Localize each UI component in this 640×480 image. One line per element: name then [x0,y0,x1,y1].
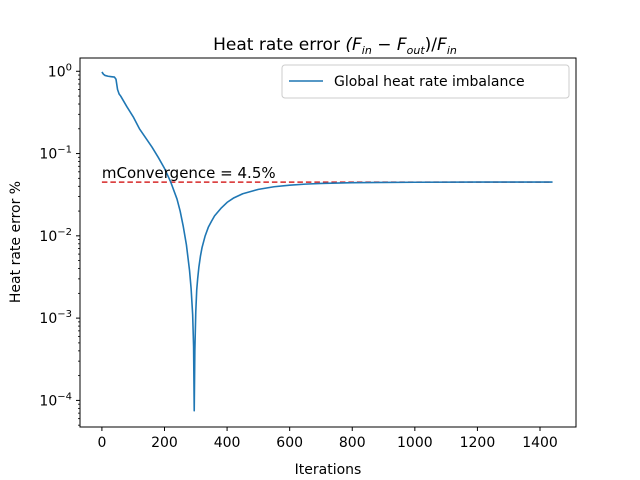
y-axis-label: Heat rate error % [8,181,24,303]
title-f2: F [397,35,407,55]
x-tick-label: 1200 [460,435,496,451]
y-tick-label: 100 [48,62,72,80]
legend: Global heat rate imbalance [281,64,570,99]
title-minus: − [372,35,397,55]
title-f1: F [352,35,362,55]
plot-area: mConvergence = 4.5% [101,71,553,412]
chart-title-prefix: Heat rate error [213,35,345,55]
title-sub3: in [447,44,457,57]
x-tick-label: 0 [97,435,106,451]
x-tick-label: 800 [339,435,366,451]
x-axis: 0 200 400 600 800 1000 1200 1400 [97,427,558,451]
title-close: )/ [425,35,438,55]
y-tick-label: 10−1 [39,145,72,163]
title-sub2: out [407,44,426,57]
legend-box [281,64,570,99]
convergence-annotation: mConvergence = 4.5% [102,164,276,182]
series-line-0 [101,71,553,412]
x-tick-label: 200 [151,435,178,451]
legend-label: Global heat rate imbalance [334,74,525,90]
axes-frame [79,57,577,428]
title-f3: F [437,35,447,55]
x-tick-label: 1000 [397,435,433,451]
y-tick-label: 10−2 [39,227,72,245]
title-sub1: in [362,44,372,57]
y-tick-label: 10−4 [39,391,72,409]
y-axis: 100 10−1 10−2 10−3 10−4 [39,62,80,426]
x-tick-label: 400 [214,435,241,451]
y-tick-label: 10−3 [39,309,72,327]
title-open: ( [345,35,353,55]
chart-title: Heat rate error (Fin − Fout)/Fin [213,35,457,57]
x-tick-label: 1400 [522,435,558,451]
x-tick-label: 600 [276,435,303,451]
x-axis-label: Iterations [295,462,362,478]
